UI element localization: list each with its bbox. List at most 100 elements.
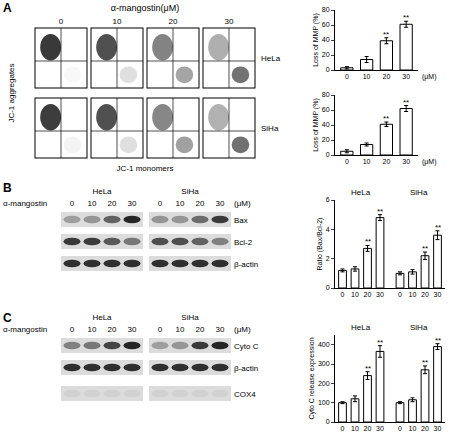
svg-text:**: ** bbox=[403, 13, 409, 22]
svg-text:**: ** bbox=[365, 364, 371, 373]
svg-text:Loss of MMP (%): Loss of MMP (%) bbox=[312, 13, 320, 67]
svg-text:Loss of MMP (%): Loss of MMP (%) bbox=[312, 98, 320, 152]
svg-text:4: 4 bbox=[326, 226, 330, 233]
svg-text:HeLa: HeLa bbox=[351, 188, 371, 197]
svg-text:20: 20 bbox=[421, 425, 429, 432]
svg-text:6: 6 bbox=[326, 196, 330, 203]
svg-text:0: 0 bbox=[326, 151, 330, 158]
svg-text:Bax: Bax bbox=[234, 216, 248, 225]
svg-text:**: ** bbox=[435, 223, 441, 232]
svg-text:(μM): (μM) bbox=[234, 325, 251, 334]
svg-text:Cyto C release expression: Cyto C release expression bbox=[308, 337, 316, 419]
svg-text:SiHa: SiHa bbox=[261, 124, 279, 133]
svg-text:30: 30 bbox=[434, 425, 442, 432]
svg-text:0: 0 bbox=[326, 66, 330, 73]
svg-text:HeLa: HeLa bbox=[351, 323, 371, 332]
svg-text:SiHa: SiHa bbox=[410, 188, 428, 197]
svg-text:0: 0 bbox=[341, 425, 345, 432]
svg-text:10: 10 bbox=[113, 17, 122, 26]
svg-text:HeLa: HeLa bbox=[92, 187, 112, 196]
svg-text:0: 0 bbox=[326, 284, 330, 291]
svg-text:**: ** bbox=[377, 338, 383, 347]
svg-text:10: 10 bbox=[88, 325, 97, 334]
svg-text:30: 30 bbox=[216, 199, 225, 208]
svg-text:30: 30 bbox=[376, 291, 384, 298]
svg-text:10: 10 bbox=[363, 158, 371, 165]
svg-text:**: ** bbox=[422, 358, 428, 367]
svg-text:0: 0 bbox=[398, 291, 402, 298]
svg-text:β-actin: β-actin bbox=[234, 260, 258, 269]
svg-text:30: 30 bbox=[402, 158, 410, 165]
svg-text:20: 20 bbox=[322, 136, 330, 143]
svg-text:20: 20 bbox=[364, 291, 372, 298]
svg-text:HeLa: HeLa bbox=[92, 313, 112, 322]
svg-text:C: C bbox=[3, 311, 12, 325]
svg-text:0: 0 bbox=[345, 73, 349, 80]
svg-text:10: 10 bbox=[409, 291, 417, 298]
svg-text:SiHa: SiHa bbox=[181, 313, 199, 322]
svg-text:20: 20 bbox=[196, 325, 205, 334]
svg-text:(μM): (μM) bbox=[422, 158, 437, 166]
svg-text:10: 10 bbox=[176, 199, 185, 208]
svg-text:30: 30 bbox=[128, 325, 137, 334]
svg-text:α-mangostin: α-mangostin bbox=[3, 199, 47, 208]
svg-text:**: ** bbox=[365, 237, 371, 246]
svg-text:10: 10 bbox=[351, 291, 359, 298]
svg-text:JC-1 aggregates: JC-1 aggregates bbox=[7, 63, 16, 122]
svg-text:0: 0 bbox=[326, 418, 330, 425]
svg-text:β-actin: β-actin bbox=[234, 364, 258, 373]
svg-text:0: 0 bbox=[158, 199, 163, 208]
svg-text:**: ** bbox=[383, 114, 389, 123]
svg-text:0: 0 bbox=[59, 17, 64, 26]
svg-text:200: 200 bbox=[318, 380, 330, 387]
svg-text:100: 100 bbox=[318, 399, 330, 406]
svg-text:20: 20 bbox=[421, 291, 429, 298]
svg-text:30: 30 bbox=[225, 17, 234, 26]
svg-text:**: ** bbox=[422, 244, 428, 253]
svg-text:A: A bbox=[3, 1, 12, 15]
svg-text:**: ** bbox=[377, 207, 383, 216]
svg-text:30: 30 bbox=[402, 73, 410, 80]
svg-text:JC-1 monomers: JC-1 monomers bbox=[117, 164, 174, 173]
svg-text:10: 10 bbox=[409, 425, 417, 432]
svg-text:60: 60 bbox=[322, 106, 330, 113]
svg-text:**: ** bbox=[383, 30, 389, 39]
svg-text:60: 60 bbox=[322, 21, 330, 28]
svg-text:20: 20 bbox=[108, 199, 117, 208]
svg-text:20: 20 bbox=[196, 199, 205, 208]
svg-text:α-mangostin(μM): α-mangostin(μM) bbox=[111, 3, 179, 13]
svg-text:SiHa: SiHa bbox=[181, 187, 199, 196]
svg-text:HeLa: HeLa bbox=[261, 54, 281, 63]
svg-text:30: 30 bbox=[128, 199, 137, 208]
svg-text:SiHa: SiHa bbox=[410, 323, 428, 332]
svg-text:80: 80 bbox=[322, 91, 330, 98]
svg-text:10: 10 bbox=[176, 325, 185, 334]
svg-text:B: B bbox=[3, 181, 12, 195]
svg-text:0: 0 bbox=[398, 425, 402, 432]
svg-text:40: 40 bbox=[322, 121, 330, 128]
svg-text:20: 20 bbox=[322, 51, 330, 58]
svg-text:20: 20 bbox=[169, 17, 178, 26]
svg-text:(μM): (μM) bbox=[234, 199, 251, 208]
svg-text:0: 0 bbox=[341, 291, 345, 298]
svg-text:0: 0 bbox=[158, 325, 163, 334]
svg-text:Cyto C: Cyto C bbox=[234, 342, 259, 351]
svg-text:α-mangostin: α-mangostin bbox=[3, 325, 47, 334]
svg-text:80: 80 bbox=[322, 6, 330, 13]
svg-text:40: 40 bbox=[322, 36, 330, 43]
svg-text:30: 30 bbox=[216, 325, 225, 334]
svg-text:30: 30 bbox=[434, 291, 442, 298]
svg-text:0: 0 bbox=[70, 199, 75, 208]
svg-text:0: 0 bbox=[345, 158, 349, 165]
svg-text:10: 10 bbox=[351, 425, 359, 432]
svg-text:10: 10 bbox=[363, 73, 371, 80]
svg-text:10: 10 bbox=[88, 199, 97, 208]
svg-text:2: 2 bbox=[326, 255, 330, 262]
svg-text:COX4: COX4 bbox=[234, 390, 256, 399]
svg-text:Bcl-2: Bcl-2 bbox=[234, 238, 253, 247]
svg-text:20: 20 bbox=[108, 325, 117, 334]
svg-text:400: 400 bbox=[318, 341, 330, 348]
svg-text:0: 0 bbox=[70, 325, 75, 334]
svg-text:**: ** bbox=[403, 98, 409, 107]
svg-text:30: 30 bbox=[376, 425, 384, 432]
